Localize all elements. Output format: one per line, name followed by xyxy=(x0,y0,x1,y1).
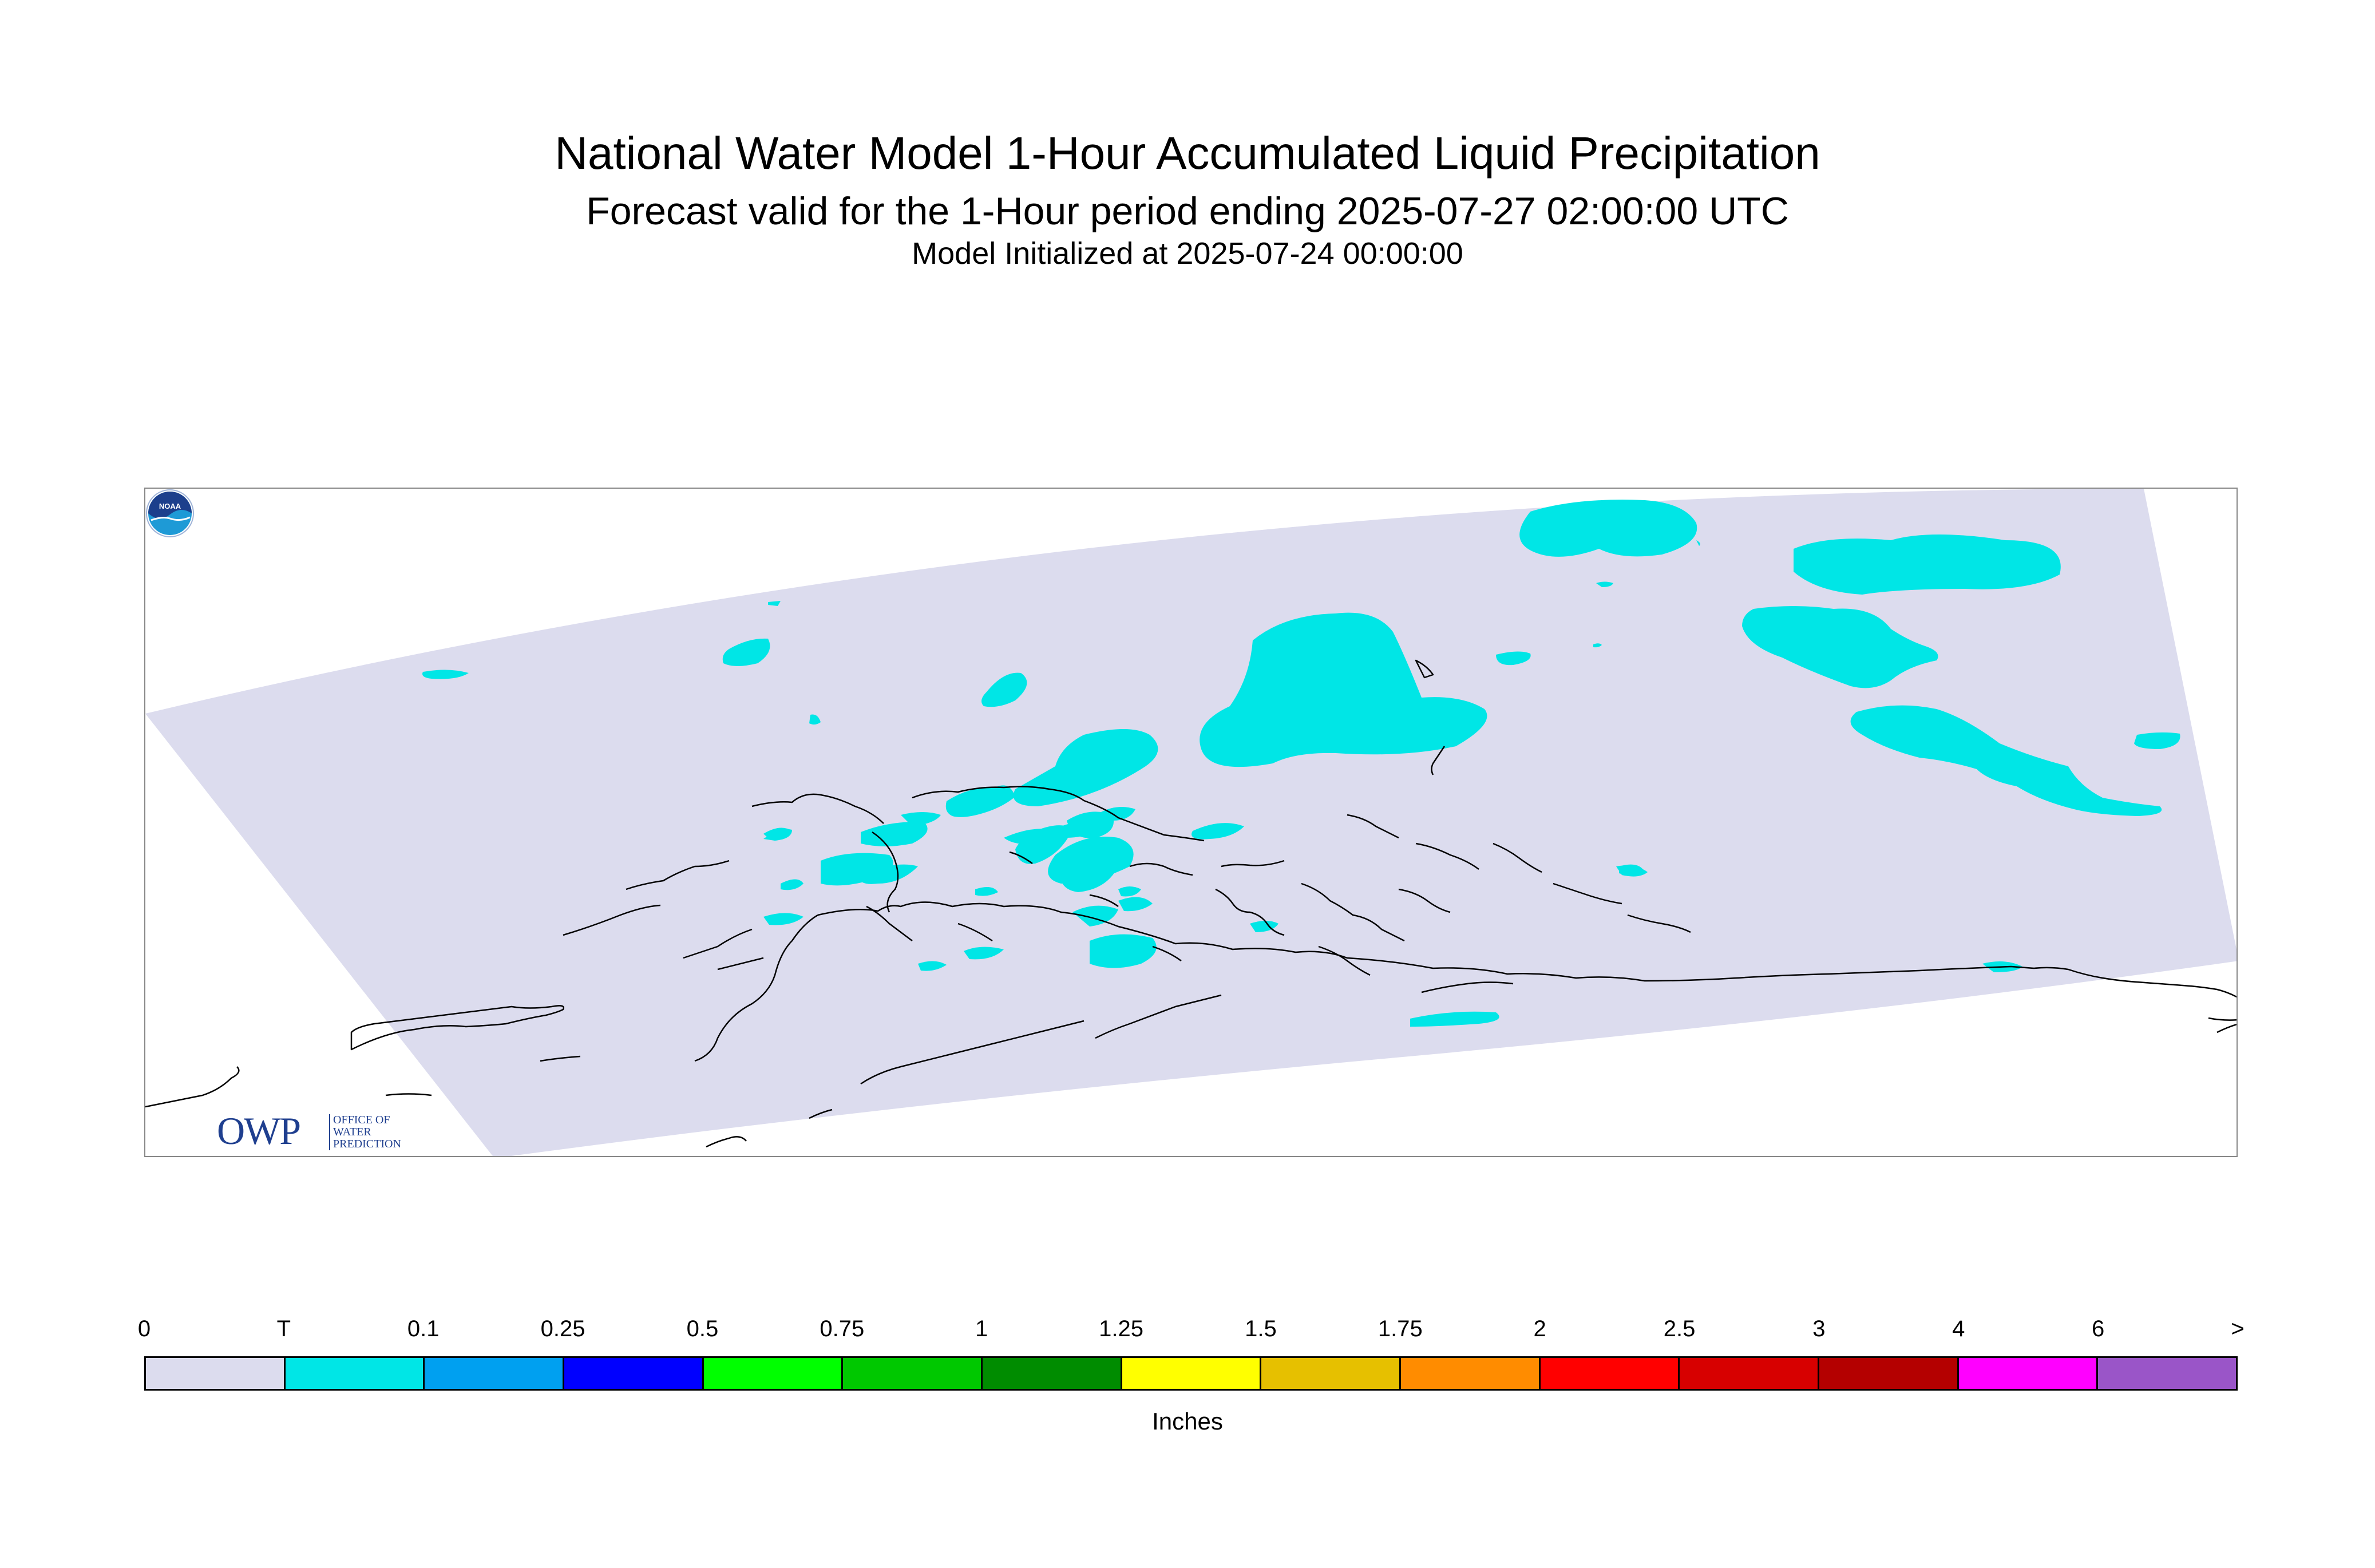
legend-swatch xyxy=(1819,1358,1959,1389)
legend-swatch xyxy=(285,1358,425,1389)
legend-swatch xyxy=(1540,1358,1680,1389)
noaa-logo-text: NOAA xyxy=(159,502,181,510)
trace-precip-areas xyxy=(422,500,2180,1027)
chart-title: National Water Model 1-Hour Accumulated … xyxy=(555,128,1820,179)
owp-logo-line-3: PREDICTION xyxy=(333,1138,401,1150)
legend-tick-label: 2 xyxy=(1533,1316,1546,1341)
legend-swatch xyxy=(703,1358,844,1389)
legend-swatch xyxy=(1680,1358,1820,1389)
legend-swatch xyxy=(2098,1358,2237,1389)
owp-logo-line-1: OFFICE OF xyxy=(333,1114,390,1126)
legend-tick-label: 3 xyxy=(1812,1316,1826,1341)
legend-tick-label: 1.75 xyxy=(1378,1316,1423,1341)
owp-logo-text: OFFICE OF WATER PREDICTION xyxy=(329,1114,401,1150)
owp-logo-letters: OWP xyxy=(217,1109,301,1153)
legend-swatch xyxy=(1261,1358,1402,1389)
legend-tick-label: 1 xyxy=(975,1316,988,1341)
legend-tick-label: 0.5 xyxy=(686,1316,719,1341)
legend-swatch xyxy=(1958,1358,2099,1389)
legend-tick-label: 1.25 xyxy=(1099,1316,1143,1341)
owp-logo-line-2: WATER xyxy=(333,1126,371,1138)
legend-tick-label: 0.75 xyxy=(820,1316,865,1341)
legend-swatch xyxy=(146,1358,286,1389)
coastlines xyxy=(145,659,2237,1148)
legend-colorbar xyxy=(144,1356,2238,1391)
legend-tick-label: 0 xyxy=(137,1316,151,1341)
legend-tick-label: 1.5 xyxy=(1245,1316,1277,1341)
map-canvas xyxy=(145,489,2237,1156)
trace-precip-southwest xyxy=(860,807,1244,912)
legend-tick-label: 6 xyxy=(2092,1316,2105,1341)
legend-swatch xyxy=(983,1358,1122,1389)
legend-tick-label: T xyxy=(276,1316,291,1341)
noaa-logo: NOAA xyxy=(146,489,194,537)
model-init-line: Model Initialized at 2025-07-24 00:00:00 xyxy=(912,236,1463,271)
legend-tick-label: 0.25 xyxy=(540,1316,585,1341)
legend-tick-label: 2.5 xyxy=(1663,1316,1696,1341)
legend-swatch xyxy=(1401,1358,1541,1389)
precipitation-map: OWP OFFICE OF WATER PREDICTION NOAA xyxy=(144,488,2238,1157)
legend-swatch xyxy=(1122,1358,1262,1389)
legend-tick-label: > xyxy=(2231,1316,2245,1341)
legend-swatch xyxy=(843,1358,983,1389)
legend-tick-label: 0.1 xyxy=(407,1316,440,1341)
legend-units: Inches xyxy=(1152,1408,1223,1435)
model-domain xyxy=(145,489,2237,1156)
owp-logo: OWP OFFICE OF WATER PREDICTION xyxy=(217,1110,434,1153)
legend-swatch xyxy=(564,1358,704,1389)
legend-swatch xyxy=(425,1358,565,1389)
legend-tick-label: 4 xyxy=(1952,1316,1965,1341)
forecast-valid-subtitle: Forecast valid for the 1-Hour period end… xyxy=(586,189,1789,233)
trace-precip-bands xyxy=(763,812,1278,971)
legend-tick-labels: 0 T 0.1 0.25 0.5 0.75 1 1.25 1.5 1.75 2 2.5 3 4 6 > xyxy=(0,1316,2375,1351)
